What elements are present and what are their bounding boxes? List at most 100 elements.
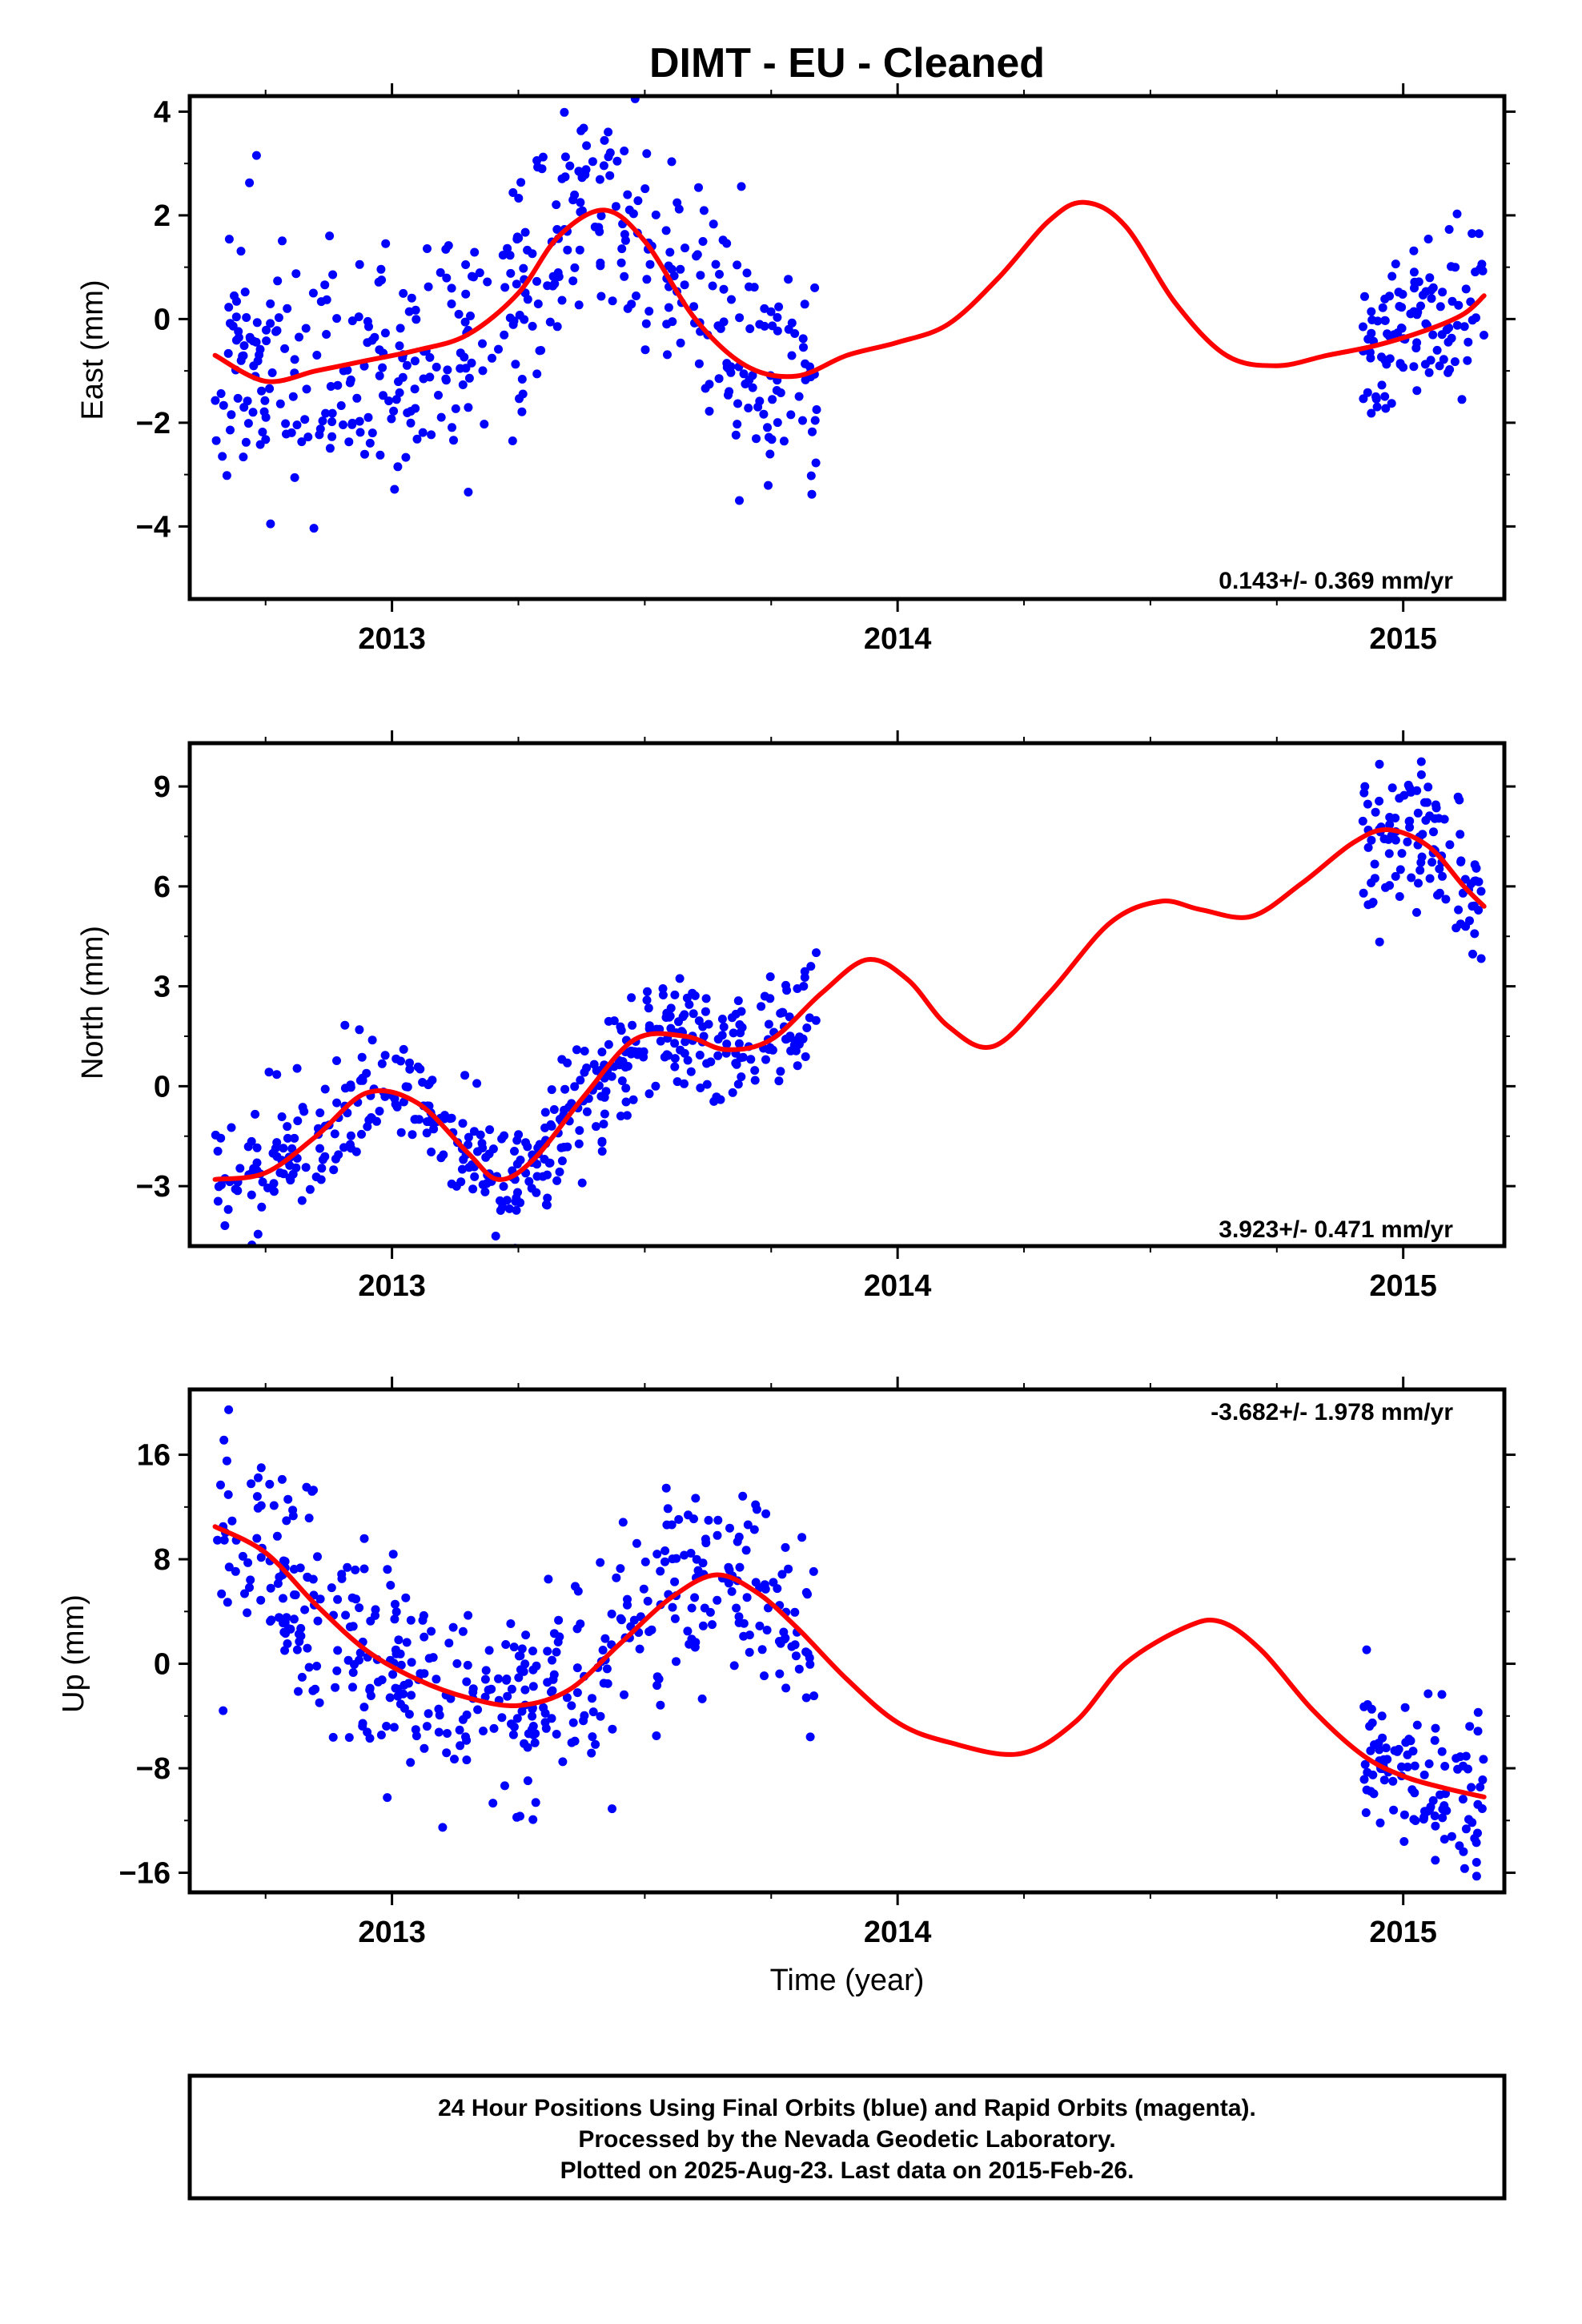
up-data-point [543,1647,552,1656]
east-data-point [231,312,241,322]
up-data-point [1470,1834,1480,1844]
up-data-point [396,1660,406,1670]
east-data-point [367,428,377,438]
north-data-point [644,1003,653,1013]
east-data-point [211,436,221,445]
up-data-point [698,1621,708,1630]
east-data-point [805,362,814,372]
north-data-point [621,1097,631,1107]
up-data-point [273,1578,283,1588]
ylabel-east: East (mm) [76,279,110,420]
up-data-point [784,1564,793,1574]
north-data-point [680,1079,689,1088]
up-data-point [277,1474,287,1484]
east-data-point [798,416,807,425]
east-data-point [1378,303,1387,312]
east-data-point [798,334,808,344]
east-data-point [1452,320,1462,330]
east-data-point [642,275,652,284]
up-data-point [291,1590,300,1600]
east-data-point [505,313,515,323]
up-data-point [1359,1775,1369,1784]
east-data-point [393,462,403,472]
east-data-point [595,175,604,184]
north-data-point [424,1079,434,1088]
east-data-point [460,317,470,327]
east-data-point [1409,267,1419,277]
east-data-point [680,280,689,290]
north-data-point [523,1142,532,1152]
up-data-point [247,1479,256,1489]
north-data-point [457,1164,467,1174]
east-data-point [1472,313,1480,323]
east-data-point [1426,356,1435,365]
up-data-point [743,1520,753,1530]
up-data-point [544,1574,553,1584]
up-data-point [528,1711,537,1721]
up-data-point [635,1644,644,1654]
east-data-point [705,380,714,389]
north-xtick-label: 2013 [358,1269,426,1303]
north-data-point [642,995,652,1005]
up-data-point [587,1748,596,1758]
north-data-point [616,1112,625,1121]
east-data-point [290,355,299,364]
up-data-point [219,1706,228,1715]
east-data-point [232,296,241,306]
east-data-point [466,312,475,320]
north-data-point [658,991,668,999]
up-data-point [708,1620,717,1630]
up-data-point [1379,1775,1389,1785]
north-data-point [357,1129,366,1139]
north-data-point [524,1176,534,1186]
north-data-point [543,1170,552,1180]
panel-north: North (mm) 3.923+/- 0.471 mm/yr 9 6 3 0 −3 20… [76,730,1516,1303]
north-data-point [315,1108,325,1118]
east-data-point [1438,287,1447,297]
up-data-point [304,1514,314,1523]
up-data-point [749,1525,759,1534]
up-data-point [787,1642,797,1651]
up-data-point [596,1711,605,1721]
east-data-point [1380,316,1390,325]
footer-line-1: 24 Hour Positions Using Final Orbits (bl… [438,2095,1256,2121]
east-data-point [608,296,617,306]
east-data-point [676,338,685,348]
up-data-point [661,1557,669,1566]
north-data-point [627,993,636,1003]
up-data-point [727,1586,737,1596]
east-data-point [226,425,235,435]
east-data-point [532,369,542,379]
up-data-point [794,1664,804,1674]
east-data-point [1452,209,1462,219]
east-data-point [275,399,285,408]
up-data-point [391,1683,400,1693]
up-data-point [256,1463,266,1473]
east-data-point [620,147,629,155]
up-data-point [579,1716,588,1726]
east-data-point [380,328,390,338]
north-data-point [617,1076,627,1086]
east-data-point [579,123,588,133]
east-data-point [347,420,357,429]
east-data-point [711,259,721,269]
up-data-point [558,1757,568,1767]
north-data-point [1391,835,1400,845]
up-data-point [1423,1807,1432,1816]
north-data-point [777,1007,787,1017]
north-data-point [287,1144,297,1153]
east-data-point [563,245,572,255]
north-data-point [651,1081,661,1091]
north-data-point [1416,858,1426,867]
up-data-point [1456,1752,1465,1762]
up-data-point [1472,1858,1481,1867]
north-data-point [315,1144,324,1153]
east-data-point [302,384,311,394]
up-data-point [663,1504,673,1514]
east-data-point [727,295,736,304]
north-data-point [670,1039,680,1048]
up-data-point [383,1565,392,1574]
east-data-point [441,376,451,385]
north-data-point [604,1039,613,1049]
north-data-point [570,1082,580,1092]
